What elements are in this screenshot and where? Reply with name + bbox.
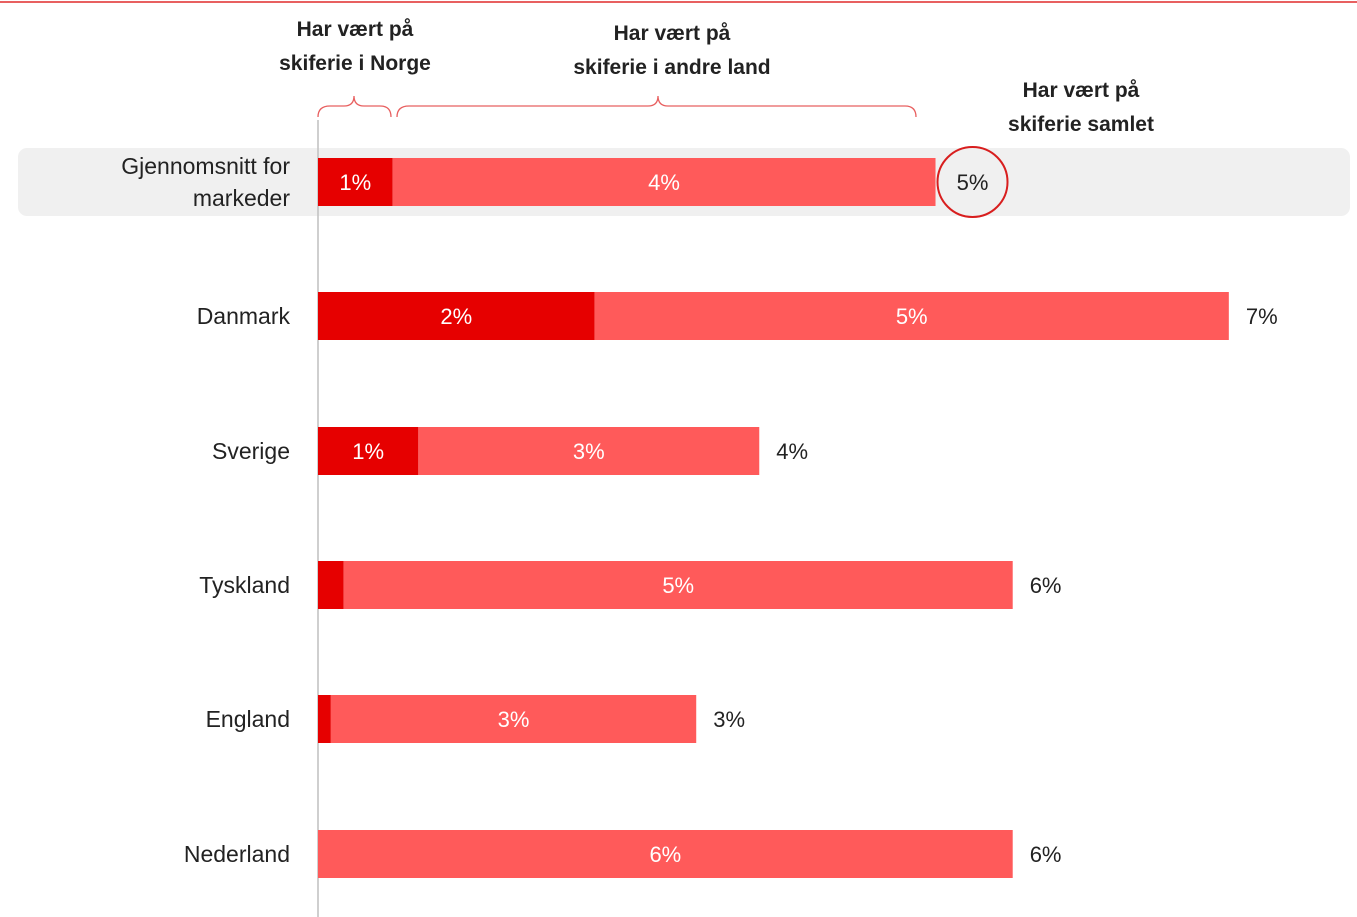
header-andre: Har vært på skiferie i andre land <box>573 22 770 79</box>
bar-segment-andre <box>318 830 1013 878</box>
brace-andre <box>396 95 917 118</box>
total-label: 5% <box>957 170 989 195</box>
header-samlet: Har vært på skiferie samlet <box>1008 79 1154 136</box>
header-samlet-line-2: skiferie samlet <box>1008 113 1154 136</box>
total-label: 3% <box>713 707 745 732</box>
bars-layer: Gjennomsnitt for markeder 1% 4% 5% Danmark 2% 5… <box>121 146 1278 878</box>
bar-segment-norge <box>318 561 344 609</box>
bar-segment-norge <box>318 158 393 206</box>
header-samlet-line-1: Har vært på <box>1023 79 1140 102</box>
bar-segment-andre <box>343 561 1013 609</box>
bar-label-andre: 3% <box>498 707 530 732</box>
header-andre-line-2: skiferie i andre land <box>573 56 770 79</box>
total-label: 6% <box>1030 842 1062 867</box>
total-label: 7% <box>1246 304 1278 329</box>
total-label: 4% <box>776 439 808 464</box>
header-norge: Har vært på skiferie i Norge <box>279 18 431 75</box>
bar-label-norge: 1% <box>352 439 384 464</box>
bar-label-andre: 5% <box>662 573 694 598</box>
category-label: Tyskland <box>199 572 290 598</box>
bar-segment-norge <box>318 292 595 340</box>
category-label: Danmark <box>197 303 291 329</box>
header-norge-line-1: Har vært på <box>297 18 414 41</box>
category-label: markeder <box>193 185 290 211</box>
bar-label-andre: 4% <box>648 170 680 195</box>
header-norge-line-2: skiferie i Norge <box>279 52 431 75</box>
total-label: 6% <box>1030 573 1062 598</box>
bar-segment-norge <box>318 427 419 475</box>
brace-norge <box>317 95 392 118</box>
bar-segment-andre <box>594 292 1229 340</box>
total-highlight-circle <box>936 146 1009 218</box>
bar-segment-norge <box>318 695 331 743</box>
bar-label-norge: 1% <box>339 170 371 195</box>
bar-segment-andre <box>330 695 697 743</box>
bar-label-andre: 6% <box>649 842 681 867</box>
category-label: Sverige <box>212 438 290 464</box>
bar-label-andre: 5% <box>896 304 928 329</box>
category-label: Nederland <box>184 841 290 867</box>
category-label: England <box>206 706 290 732</box>
header-andre-line-1: Har vært på <box>614 22 731 45</box>
bar-label-andre: 3% <box>573 439 605 464</box>
category-label: Gjennomsnitt for <box>121 153 290 179</box>
bar-segment-andre <box>392 158 936 206</box>
bar-segment-andre <box>418 427 760 475</box>
bar-label-norge: 2% <box>440 304 472 329</box>
